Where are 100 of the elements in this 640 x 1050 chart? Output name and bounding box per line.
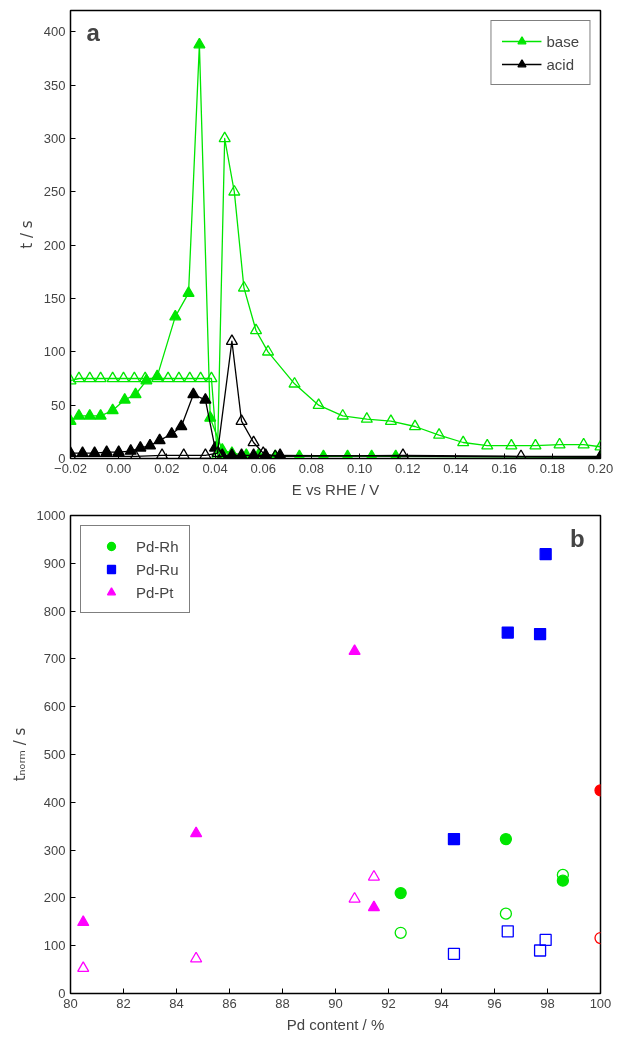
y-tick-label: 100 xyxy=(43,938,66,954)
point xyxy=(205,371,218,383)
y-tick-label: 900 xyxy=(43,555,66,571)
point xyxy=(129,387,142,399)
x-tick-label: 82 xyxy=(116,995,131,1011)
point xyxy=(288,376,301,388)
point xyxy=(83,371,96,383)
x-tick-label: 0.04 xyxy=(202,460,228,476)
y-tick-label: 400 xyxy=(43,794,66,810)
point xyxy=(394,886,407,900)
x-tick-label: 0.06 xyxy=(250,460,276,476)
y-tick-label: 500 xyxy=(43,747,66,762)
x-tick-label: 0.16 xyxy=(491,460,517,476)
point xyxy=(577,437,590,449)
x-tick-label: 0.02 xyxy=(154,460,180,476)
point xyxy=(348,644,361,656)
point xyxy=(367,869,381,881)
point xyxy=(106,371,119,383)
x-tick-label: 0.14 xyxy=(443,460,469,476)
point xyxy=(94,408,107,420)
point xyxy=(169,309,182,321)
x-axis-title: Pd content / % xyxy=(286,1015,385,1033)
point xyxy=(235,414,248,425)
point xyxy=(77,961,90,972)
point xyxy=(72,408,86,420)
legend-label: base xyxy=(546,32,579,50)
x-tick-label: 84 xyxy=(169,995,184,1011)
y-tick-label: 350 xyxy=(43,77,66,93)
point xyxy=(228,184,241,196)
point xyxy=(312,398,325,409)
point xyxy=(199,448,212,459)
legend-label: acid xyxy=(546,55,574,73)
point xyxy=(161,371,175,383)
y-tick-label: 200 xyxy=(43,890,66,906)
point xyxy=(124,444,137,455)
point xyxy=(394,926,407,939)
legend-label: Pd-Ru xyxy=(136,560,179,578)
y-tick-label: 400 xyxy=(43,24,66,40)
point xyxy=(153,433,166,445)
point xyxy=(83,408,96,420)
point xyxy=(189,826,203,838)
point xyxy=(481,438,494,450)
point xyxy=(225,334,239,345)
point xyxy=(112,445,125,456)
point xyxy=(348,891,361,903)
x-tick-label: 0.00 xyxy=(106,460,132,476)
x-tick-label: 88 xyxy=(275,995,290,1011)
y-tick-label: 50 xyxy=(51,397,66,413)
y-axis-title: t / s xyxy=(17,220,36,249)
y-tick-label: 150 xyxy=(43,291,66,306)
legend-label: Pd-Rh xyxy=(136,537,179,555)
point xyxy=(529,438,542,450)
y-tick-label: 1000 xyxy=(36,508,66,523)
point xyxy=(533,944,547,957)
point xyxy=(182,286,195,297)
x-tick-label: 100 xyxy=(589,995,612,1011)
x-tick-label: 0.08 xyxy=(298,460,325,476)
point xyxy=(77,915,90,927)
y-tick-label: 300 xyxy=(43,131,66,146)
point xyxy=(336,408,349,420)
point xyxy=(117,371,130,383)
point xyxy=(175,419,188,431)
x-tick-label: 92 xyxy=(381,995,396,1011)
point xyxy=(118,392,131,404)
point xyxy=(261,344,275,356)
point xyxy=(172,371,186,383)
point xyxy=(187,387,200,399)
x-tick-label: 90 xyxy=(328,995,343,1011)
y-tick-label: 600 xyxy=(43,699,66,715)
point xyxy=(94,371,107,383)
y-tick-label: 100 xyxy=(43,344,66,360)
y-tick-label: 250 xyxy=(43,184,66,200)
point xyxy=(249,323,263,335)
point xyxy=(505,438,518,450)
point xyxy=(447,947,461,960)
point xyxy=(247,435,260,447)
point xyxy=(447,832,461,846)
point xyxy=(177,448,190,459)
y-tick-label: 800 xyxy=(43,603,66,619)
point xyxy=(533,627,547,641)
point xyxy=(553,437,566,449)
point xyxy=(499,832,513,846)
y-tick-label: 200 xyxy=(43,237,66,253)
point xyxy=(457,435,470,447)
point xyxy=(432,428,446,439)
x-tick-label: 0.12 xyxy=(395,460,421,476)
point xyxy=(100,445,113,456)
annotation: b xyxy=(569,525,585,553)
y-tick-label: 700 xyxy=(43,651,66,667)
point xyxy=(501,925,514,938)
point xyxy=(396,448,410,459)
annotation: a xyxy=(86,19,101,47)
x-tick-label: 0.18 xyxy=(539,460,565,476)
point xyxy=(501,626,514,639)
point xyxy=(134,440,147,452)
point xyxy=(199,392,212,404)
y-axis-title: tₙₒᵣₘ / s xyxy=(10,727,29,782)
x-tick-label: 0.20 xyxy=(587,460,614,476)
point xyxy=(183,371,196,383)
x-tick-label: 0.10 xyxy=(346,460,373,476)
